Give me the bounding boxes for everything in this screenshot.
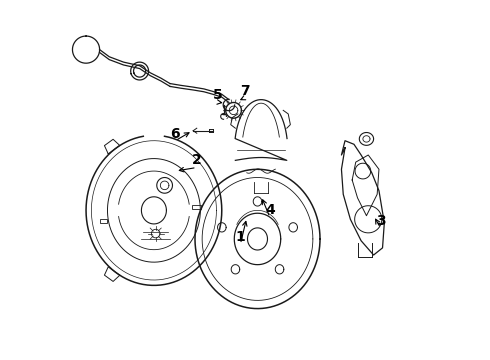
Text: 3: 3 [376, 214, 386, 228]
Bar [192, 204, 201, 209]
Text: 4: 4 [265, 203, 275, 217]
Text: 2: 2 [192, 153, 202, 167]
Bar [100, 219, 107, 223]
Text: 5: 5 [213, 88, 223, 102]
Text: 7: 7 [240, 84, 249, 98]
Text: 1: 1 [236, 230, 245, 244]
Text: 6: 6 [171, 127, 180, 140]
